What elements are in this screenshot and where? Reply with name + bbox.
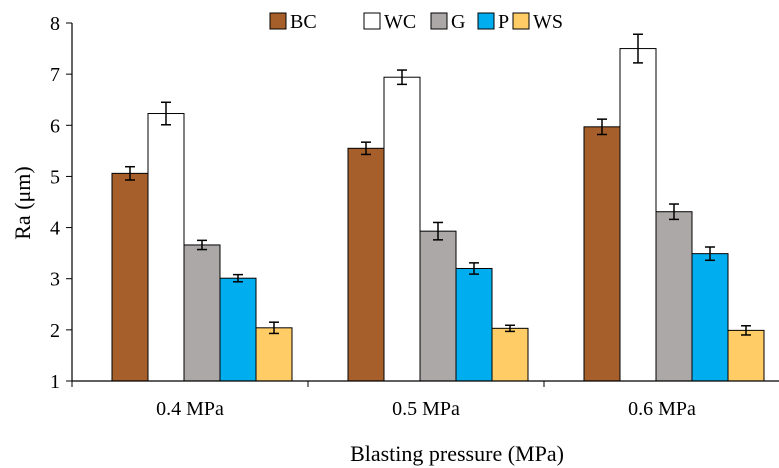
bar (655, 211, 693, 382)
bar (219, 277, 257, 382)
y-axis-title: Ra (μm) (10, 166, 35, 240)
bar (147, 113, 185, 382)
y-tick-label: 3 (50, 269, 60, 291)
chart-marks: 1 2 3 4 5 6 7 8 0.4 MPa 0.5 MPa 0.6 MPa BC WC G P WS (50, 11, 779, 420)
bar (619, 48, 657, 382)
bar (491, 327, 529, 382)
bar (583, 126, 621, 382)
legend-label: G (451, 11, 465, 33)
legend-label: P (498, 11, 509, 33)
bar (383, 76, 421, 382)
legend-swatch (363, 12, 381, 30)
bar (347, 147, 385, 382)
legend-swatch (512, 12, 530, 30)
bar (691, 253, 729, 382)
bar (183, 244, 221, 382)
x-tick-label: 0.4 MPa (156, 398, 224, 420)
y-tick-label: 8 (50, 13, 60, 35)
x-tick-label: 0.6 MPa (628, 398, 696, 420)
bar (255, 327, 293, 382)
legend-swatch (430, 12, 448, 30)
legend-label: WC (384, 11, 416, 33)
x-axis-title: Blasting pressure (MPa) (350, 441, 564, 466)
legend-label: WS (533, 11, 563, 33)
y-tick-label: 4 (50, 218, 60, 240)
x-tick-label: 0.5 MPa (392, 398, 460, 420)
legend-swatch (477, 12, 495, 30)
bar (111, 172, 149, 382)
y-tick-label: 5 (50, 166, 60, 188)
y-tick-label: 2 (50, 320, 60, 342)
legend-label: BC (290, 11, 317, 33)
y-tick-label: 7 (50, 64, 60, 86)
y-tick-label: 6 (50, 115, 60, 137)
bar (727, 329, 765, 382)
bar (455, 267, 493, 382)
bar (419, 230, 457, 382)
y-tick-label: 1 (50, 371, 60, 393)
legend-swatch (269, 12, 287, 30)
